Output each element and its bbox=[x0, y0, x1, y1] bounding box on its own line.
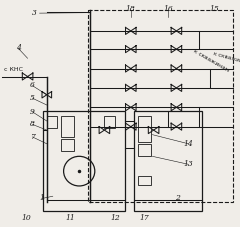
Text: к скважинам: к скважинам bbox=[192, 48, 230, 72]
Text: 18: 18 bbox=[126, 5, 136, 13]
Text: 15: 15 bbox=[210, 5, 220, 13]
Bar bbox=[61, 117, 74, 137]
Bar bbox=[88, 11, 233, 202]
Bar bbox=[104, 117, 115, 128]
Text: 1: 1 bbox=[40, 193, 44, 202]
Text: к скважинам: к скважинам bbox=[212, 51, 240, 65]
Bar bbox=[138, 117, 151, 142]
Text: 2: 2 bbox=[175, 193, 180, 202]
Bar bbox=[43, 111, 125, 211]
Bar bbox=[138, 144, 151, 157]
Text: 17: 17 bbox=[139, 213, 149, 221]
Text: 16: 16 bbox=[163, 5, 173, 13]
Text: 10: 10 bbox=[22, 213, 31, 221]
Text: 7: 7 bbox=[30, 132, 35, 140]
Text: 14: 14 bbox=[184, 139, 193, 147]
Text: с КНС: с КНС bbox=[4, 67, 23, 72]
Text: 8: 8 bbox=[30, 120, 35, 128]
Text: 6: 6 bbox=[30, 81, 35, 89]
Text: 12: 12 bbox=[110, 213, 120, 221]
Text: 9: 9 bbox=[30, 107, 35, 115]
Text: 5: 5 bbox=[30, 94, 35, 102]
Bar bbox=[61, 140, 74, 151]
Bar bbox=[138, 176, 151, 185]
Text: 11: 11 bbox=[66, 213, 76, 221]
Text: 13: 13 bbox=[184, 159, 193, 168]
Text: 4: 4 bbox=[16, 44, 20, 52]
Bar bbox=[47, 117, 57, 128]
Bar bbox=[134, 111, 202, 211]
Text: 3: 3 bbox=[32, 8, 37, 17]
